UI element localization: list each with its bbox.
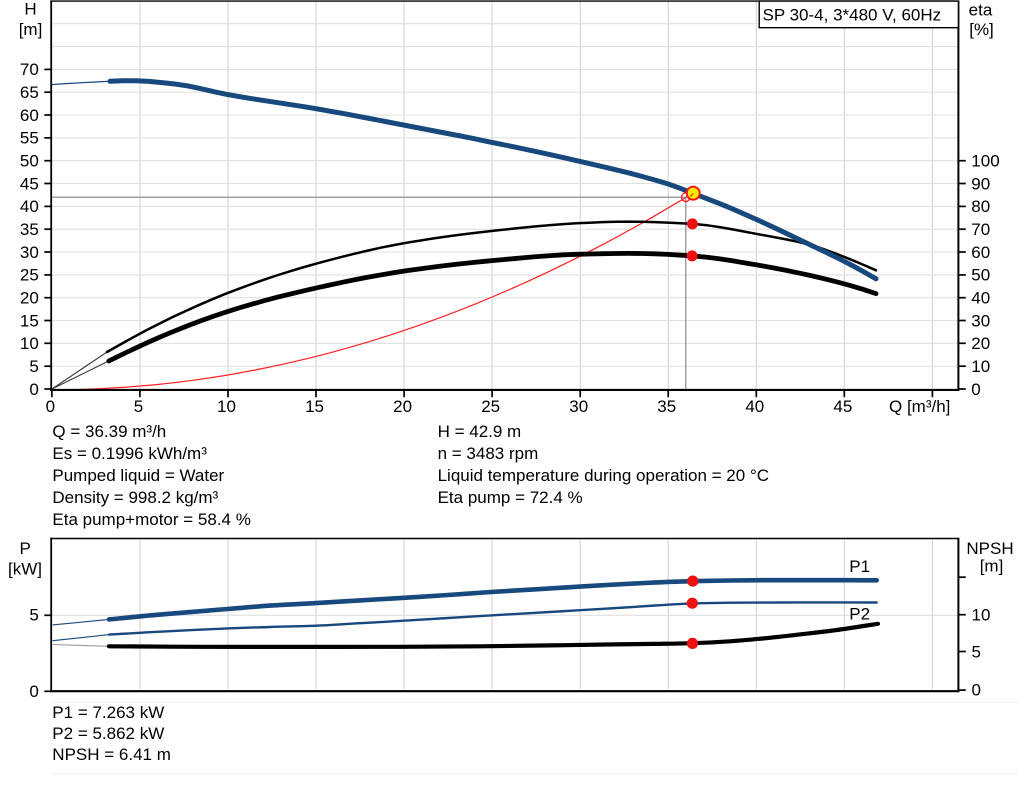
svg-text:10: 10: [217, 397, 236, 416]
svg-text:40: 40: [745, 397, 764, 416]
svg-text:35: 35: [20, 220, 39, 239]
svg-text:60: 60: [971, 243, 990, 262]
svg-text:40: 40: [20, 197, 39, 216]
svg-text:30: 30: [569, 397, 588, 416]
svg-text:Eta pump = 72.4 %: Eta pump = 72.4 %: [438, 488, 583, 507]
svg-text:50: 50: [20, 152, 39, 171]
svg-text:20: 20: [20, 288, 39, 307]
svg-text:n = 3483 rpm: n = 3483 rpm: [438, 444, 539, 463]
svg-text:0: 0: [972, 680, 981, 699]
svg-text:20: 20: [971, 334, 990, 353]
svg-text:[%]: [%]: [969, 20, 994, 39]
svg-text:10: 10: [972, 606, 991, 625]
svg-text:20: 20: [393, 397, 412, 416]
svg-text:45: 45: [833, 397, 852, 416]
svg-text:5: 5: [972, 642, 981, 661]
svg-text:90: 90: [971, 174, 990, 193]
svg-text:70: 70: [971, 220, 990, 239]
svg-text:Q = 36.39 m³/h: Q = 36.39 m³/h: [52, 422, 166, 441]
svg-text:80: 80: [971, 197, 990, 216]
svg-text:25: 25: [481, 397, 500, 416]
svg-text:P: P: [20, 539, 31, 558]
svg-text:NPSH: NPSH: [966, 539, 1013, 558]
svg-text:65: 65: [20, 83, 39, 102]
svg-text:10: 10: [971, 357, 990, 376]
svg-text:H = 42.9 m: H = 42.9 m: [438, 422, 522, 441]
svg-text:P1 = 7.263 kW: P1 = 7.263 kW: [52, 703, 164, 722]
svg-text:Pumped liquid = Water: Pumped liquid = Water: [52, 466, 224, 485]
svg-text:5: 5: [29, 357, 38, 376]
svg-text:60: 60: [20, 106, 39, 125]
svg-text:[kW]: [kW]: [8, 560, 42, 579]
svg-text:45: 45: [20, 174, 39, 193]
svg-text:SP 30-4, 3*480 V, 60Hz: SP 30-4, 3*480 V, 60Hz: [763, 6, 942, 25]
svg-text:5: 5: [134, 397, 143, 416]
svg-text:[m]: [m]: [980, 557, 1004, 576]
svg-text:5: 5: [29, 606, 38, 625]
svg-text:55: 55: [20, 129, 39, 148]
svg-text:70: 70: [20, 60, 39, 79]
svg-text:25: 25: [20, 266, 39, 285]
svg-text:Eta pump+motor = 58.4 %: Eta pump+motor = 58.4 %: [52, 510, 250, 529]
svg-text:30: 30: [971, 311, 990, 330]
svg-text:eta: eta: [969, 0, 993, 19]
svg-text:40: 40: [971, 288, 990, 307]
svg-text:Q [m³/h]: Q [m³/h]: [889, 397, 950, 416]
svg-text:30: 30: [20, 243, 39, 262]
svg-text:P1: P1: [849, 557, 870, 576]
svg-text:Liquid temperature during oper: Liquid temperature during operation = 20…: [438, 466, 769, 485]
svg-text:Es = 0.1996 kWh/m³: Es = 0.1996 kWh/m³: [52, 444, 207, 463]
svg-text:50: 50: [971, 266, 990, 285]
svg-text:0: 0: [29, 380, 38, 399]
svg-text:[m]: [m]: [19, 20, 43, 39]
svg-text:P2: P2: [849, 604, 870, 623]
svg-text:35: 35: [657, 397, 676, 416]
svg-text:0: 0: [971, 380, 980, 399]
svg-text:100: 100: [971, 152, 999, 171]
svg-text:0: 0: [29, 682, 38, 701]
svg-text:15: 15: [305, 397, 324, 416]
svg-text:NPSH = 6.41 m: NPSH = 6.41 m: [52, 745, 171, 764]
svg-text:Density = 998.2 kg/m³: Density = 998.2 kg/m³: [52, 488, 218, 507]
svg-text:P2 = 5.862 kW: P2 = 5.862 kW: [52, 724, 164, 743]
svg-text:10: 10: [20, 334, 39, 353]
svg-text:0: 0: [46, 397, 55, 416]
svg-text:H: H: [24, 0, 36, 19]
svg-text:15: 15: [20, 311, 39, 330]
